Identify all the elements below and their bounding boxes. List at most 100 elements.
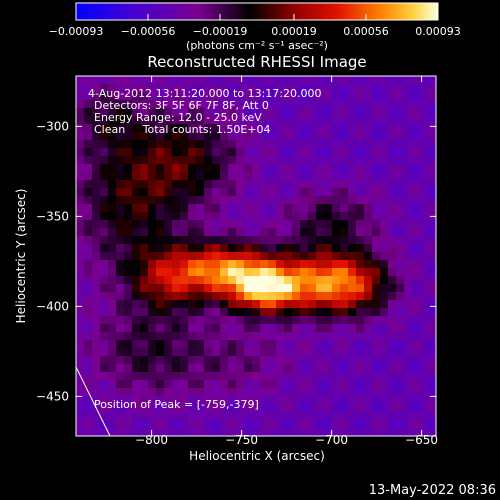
heatmap-cell: [324, 308, 333, 317]
heatmap-cell: [252, 340, 261, 349]
heatmap-cell: [188, 148, 197, 157]
heatmap-cell: [132, 116, 141, 125]
heatmap-cell: [356, 340, 365, 349]
heatmap-cell: [364, 188, 373, 197]
heatmap-cell: [380, 108, 389, 117]
heatmap-cell: [124, 260, 133, 269]
heatmap-cell: [284, 84, 293, 93]
heatmap-cell: [124, 284, 133, 293]
heatmap-cell: [428, 196, 436, 205]
heatmap-cell: [372, 236, 381, 245]
heatmap-cell: [388, 364, 397, 373]
heatmap-cell: [348, 276, 357, 285]
heatmap-cell: [228, 396, 237, 405]
heatmap-cell: [212, 172, 221, 181]
heatmap-cell: [324, 164, 333, 173]
heatmap-cell: [124, 420, 133, 429]
heatmap-cell: [348, 236, 357, 245]
heatmap-cell: [76, 140, 85, 149]
heatmap-cell: [180, 212, 189, 221]
heatmap-cell: [268, 428, 277, 436]
heatmap-cell: [172, 196, 181, 205]
heatmap-cell: [324, 228, 333, 237]
heatmap-cell: [260, 196, 269, 205]
heatmap-cell: [180, 284, 189, 293]
heatmap-cell: [148, 188, 157, 197]
heatmap-cell: [220, 340, 229, 349]
heatmap-cell: [236, 380, 245, 389]
heatmap-cell: [316, 132, 325, 141]
heatmap-cell: [220, 332, 229, 341]
heatmap-cell: [76, 92, 85, 101]
heatmap-cell: [260, 132, 269, 141]
heatmap-cell: [236, 388, 245, 397]
heatmap-cell: [348, 396, 357, 405]
heatmap-cell: [212, 156, 221, 165]
heatmap-cell: [364, 204, 373, 213]
heatmap-cell: [380, 172, 389, 181]
heatmap-cell: [92, 244, 101, 253]
heatmap-cell: [308, 276, 317, 285]
heatmap-cell: [268, 140, 277, 149]
heatmap-cell: [220, 348, 229, 357]
heatmap-cell: [300, 372, 309, 381]
heatmap-cell: [180, 276, 189, 285]
y-tick-label: −450: [36, 389, 69, 403]
heatmap-cell: [236, 156, 245, 165]
heatmap-cell: [108, 108, 117, 117]
heatmap-cell: [404, 172, 413, 181]
heatmap-cell: [148, 356, 157, 365]
heatmap-cell: [92, 308, 101, 317]
heatmap-cell: [268, 188, 277, 197]
heatmap-cell: [140, 276, 149, 285]
heatmap-cell: [228, 148, 237, 157]
heatmap-cell: [404, 108, 413, 117]
heatmap-cell: [268, 212, 277, 221]
heatmap-cell: [348, 284, 357, 293]
heatmap-cell: [276, 124, 285, 133]
heatmap-cell: [420, 156, 429, 165]
heatmap-cell: [324, 236, 333, 245]
heatmap-cell: [364, 236, 373, 245]
heatmap-cell: [276, 76, 285, 85]
heatmap-cell: [276, 388, 285, 397]
heatmap-cell: [388, 260, 397, 269]
heatmap-cell: [212, 236, 221, 245]
heatmap-cell: [84, 132, 93, 141]
heatmap-cell: [292, 340, 301, 349]
heatmap-cell: [420, 124, 429, 133]
heatmap-cell: [84, 212, 93, 221]
heatmap-cell: [180, 420, 189, 429]
heatmap-cell: [284, 324, 293, 333]
heatmap-cell: [244, 116, 253, 125]
heatmap-cell: [428, 412, 436, 421]
heatmap-cell: [420, 268, 429, 277]
heatmap-cell: [356, 228, 365, 237]
heatmap-cell: [100, 356, 109, 365]
heatmap-cell: [140, 372, 149, 381]
heatmap-cell: [180, 268, 189, 277]
heatmap-cell: [388, 228, 397, 237]
heatmap-cell: [148, 140, 157, 149]
heatmap-cell: [300, 388, 309, 397]
heatmap-cell: [396, 260, 405, 269]
heatmap-cell: [156, 372, 165, 381]
heatmap-cell: [132, 356, 141, 365]
heatmap-cell: [372, 140, 381, 149]
heatmap-cell: [236, 172, 245, 181]
heatmap-cell: [412, 316, 421, 325]
heatmap-cell: [116, 108, 125, 117]
heatmap-cell: [244, 124, 253, 133]
heatmap-cell: [204, 172, 213, 181]
heatmap-cell: [148, 348, 157, 357]
heatmap-cell: [404, 148, 413, 157]
heatmap-cell: [324, 244, 333, 253]
heatmap-cell: [252, 180, 261, 189]
heatmap-cell: [340, 204, 349, 213]
heatmap-cell: [244, 420, 253, 429]
heatmap-cell: [284, 172, 293, 181]
heatmap-cell: [260, 124, 269, 133]
heatmap-cell: [316, 348, 325, 357]
heatmap-cell: [340, 332, 349, 341]
heatmap-cell: [156, 92, 165, 101]
